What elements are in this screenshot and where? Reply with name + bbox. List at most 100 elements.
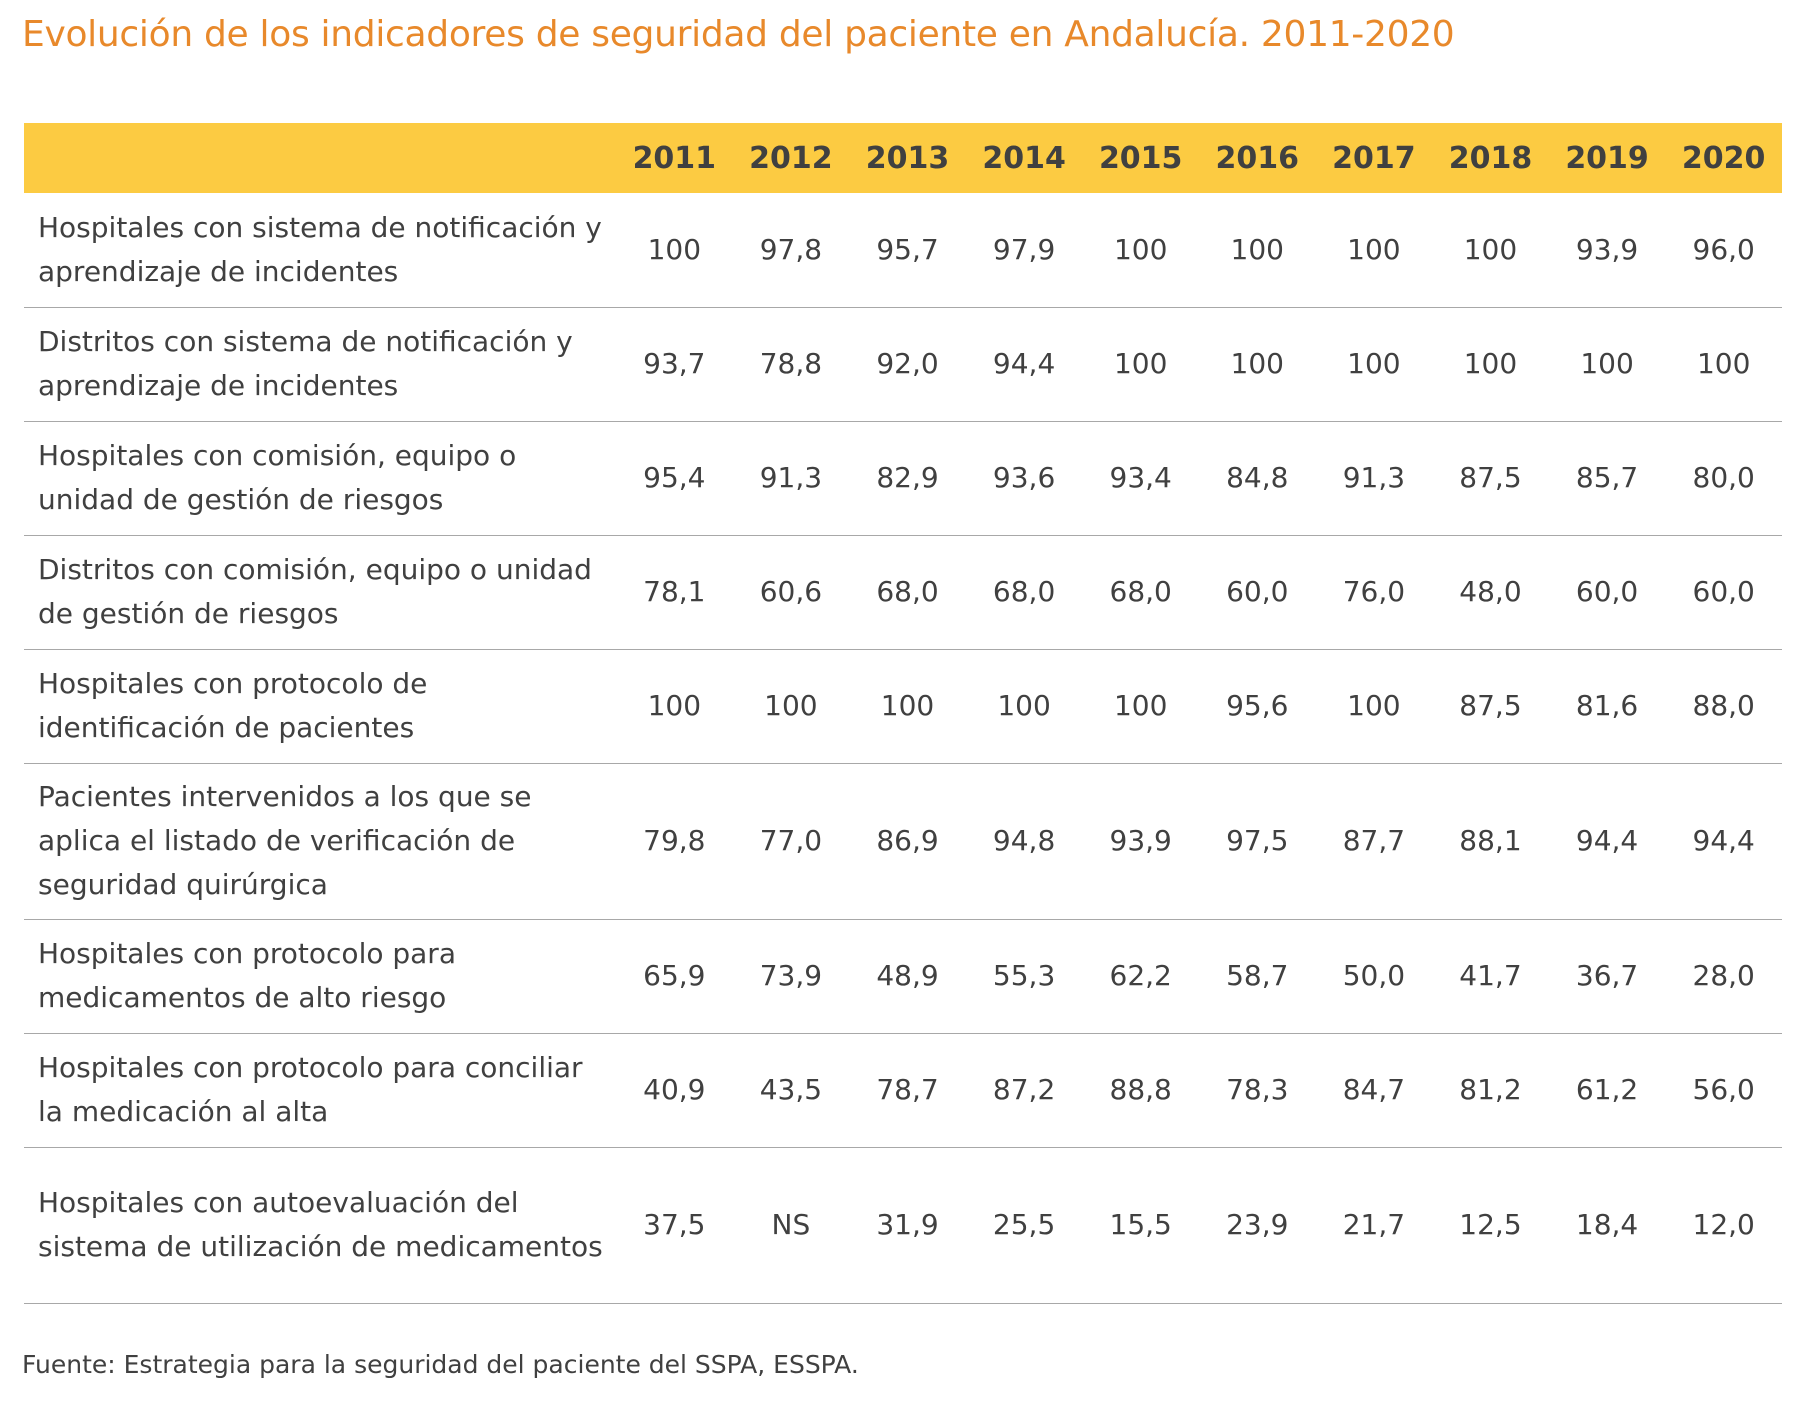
value-cell: 78,1 [616, 535, 733, 650]
value-cell: 12,0 [1665, 1147, 1782, 1304]
value-cell: 93,9 [1548, 193, 1666, 308]
value-cell: 97,9 [965, 193, 1083, 308]
value-cell: 77,0 [732, 763, 850, 920]
year-header: 2018 [1448, 140, 1533, 176]
value-cell: 65,9 [616, 919, 733, 1034]
value-cell: 94,4 [965, 307, 1083, 422]
value-cell: 93,4 [1082, 421, 1199, 536]
year-header: 2012 [749, 140, 833, 176]
value-cell: 100 [1315, 193, 1433, 308]
value-cell: 100 [1082, 649, 1199, 764]
value-cell: 78,7 [849, 1033, 966, 1148]
value-cell: 28,0 [1665, 919, 1782, 1034]
value-cell: 88,1 [1432, 763, 1549, 920]
value-cell: 82,9 [849, 421, 966, 536]
value-cell: 94,4 [1548, 763, 1666, 920]
value-cell: NS [732, 1147, 850, 1304]
value-cell: 25,5 [965, 1147, 1083, 1304]
header-label-cell [24, 123, 616, 193]
table-row: Hospitales con comisión, equipo o unidad… [24, 421, 1782, 536]
value-cell: 41,7 [1432, 919, 1549, 1034]
table-body: Hospitales con sistema de notificación y… [24, 193, 1782, 1304]
row-label: Distritos con comisión, equipo o unidad … [24, 535, 617, 650]
value-cell: 100 [1665, 307, 1782, 422]
table-header: 2011 2012 2013 2014 2015 2016 2017 2018 2019 2020 [24, 123, 1782, 193]
value-cell: 36,7 [1548, 919, 1666, 1034]
value-cell: 73,9 [732, 919, 850, 1034]
year-header: 2019 [1565, 140, 1649, 176]
value-cell: 84,8 [1198, 421, 1316, 536]
value-cell: 62,2 [1082, 919, 1199, 1034]
value-cell: 97,5 [1198, 763, 1316, 920]
value-cell: 91,3 [1315, 421, 1433, 536]
year-header: 2017 [1332, 140, 1416, 176]
value-cell: 87,5 [1432, 649, 1549, 764]
value-cell: 56,0 [1665, 1033, 1782, 1148]
value-cell: 80,0 [1665, 421, 1782, 536]
indicators-table: 2011 2012 2013 2014 2015 2016 2017 2018 2019 2020… [24, 123, 1782, 1304]
value-cell: 95,4 [616, 421, 733, 536]
value-cell: 95,6 [1198, 649, 1316, 764]
value-cell: 91,3 [732, 421, 850, 536]
value-cell: 68,0 [1082, 535, 1199, 650]
value-cell: 40,9 [616, 1033, 733, 1148]
value-cell: 60,0 [1665, 535, 1782, 650]
value-cell: 86,9 [849, 763, 966, 920]
value-cell: 12,5 [1432, 1147, 1549, 1304]
row-label: Hospitales con protocolo para conciliar … [24, 1033, 617, 1148]
value-cell: 85,7 [1548, 421, 1666, 536]
value-cell: 55,3 [965, 919, 1083, 1034]
value-cell: 43,5 [732, 1033, 850, 1148]
value-cell: 100 [1198, 193, 1316, 308]
row-label: Hospitales con protocolo de identificaci… [24, 649, 617, 764]
value-cell: 58,7 [1198, 919, 1316, 1034]
value-cell: 50,0 [1315, 919, 1433, 1034]
year-header: 2020 [1681, 140, 1766, 176]
value-cell: 100 [849, 649, 966, 764]
value-cell: 100 [1082, 307, 1199, 422]
value-cell: 100 [1198, 307, 1316, 422]
header-row: 2011 2012 2013 2014 2015 2016 2017 2018 2019 2020 [24, 123, 1782, 193]
year-header: 2013 [865, 140, 950, 176]
table-row: Hospitales con protocolo para conciliar … [24, 1033, 1782, 1148]
table-row: Hospitales con sistema de notificación y… [24, 193, 1782, 308]
source-note: Fuente: Estrategia para la seguridad del… [22, 1350, 859, 1379]
value-cell: 31,9 [849, 1147, 966, 1304]
year-header: 2011 [632, 140, 717, 176]
value-cell: 78,8 [732, 307, 850, 422]
value-cell: 94,4 [1665, 763, 1782, 920]
value-cell: 100 [1082, 193, 1199, 308]
value-cell: 100 [965, 649, 1083, 764]
value-cell: 100 [616, 193, 733, 308]
value-cell: 60,0 [1198, 535, 1316, 650]
table-row: Hospitales con protocolo de identificaci… [24, 649, 1782, 764]
value-cell: 23,9 [1198, 1147, 1316, 1304]
value-cell: 100 [732, 649, 850, 764]
value-cell: 48,9 [849, 919, 966, 1034]
value-cell: 87,5 [1432, 421, 1549, 536]
value-cell: 100 [1315, 649, 1433, 764]
value-cell: 78,3 [1198, 1033, 1316, 1148]
value-cell: 21,7 [1315, 1147, 1433, 1304]
value-cell: 95,7 [849, 193, 966, 308]
row-label: Hospitales con sistema de notificación y… [24, 193, 617, 308]
year-header: 2015 [1098, 140, 1183, 176]
row-label: Hospitales con autoevaluación del sistem… [24, 1147, 617, 1304]
row-label: Hospitales con protocolo para medicament… [24, 919, 617, 1034]
page-title: Evolución de los indicadores de segurida… [22, 14, 1455, 55]
value-cell: 76,0 [1315, 535, 1433, 650]
value-cell: 37,5 [616, 1147, 733, 1304]
value-cell: 81,2 [1432, 1033, 1549, 1148]
value-cell: 88,8 [1082, 1033, 1199, 1148]
value-cell: 100 [1432, 193, 1549, 308]
value-cell: 97,8 [732, 193, 850, 308]
value-cell: 94,8 [965, 763, 1083, 920]
value-cell: 15,5 [1082, 1147, 1199, 1304]
value-cell: 88,0 [1665, 649, 1782, 764]
value-cell: 68,0 [965, 535, 1083, 650]
value-cell: 60,0 [1548, 535, 1666, 650]
value-cell: 92,0 [849, 307, 966, 422]
row-label: Distritos con sistema de notificación y … [24, 307, 617, 422]
table-row: Pacientes intervenidos a los que se apli… [24, 763, 1782, 920]
table-row: Hospitales con protocolo para medicament… [24, 919, 1782, 1034]
